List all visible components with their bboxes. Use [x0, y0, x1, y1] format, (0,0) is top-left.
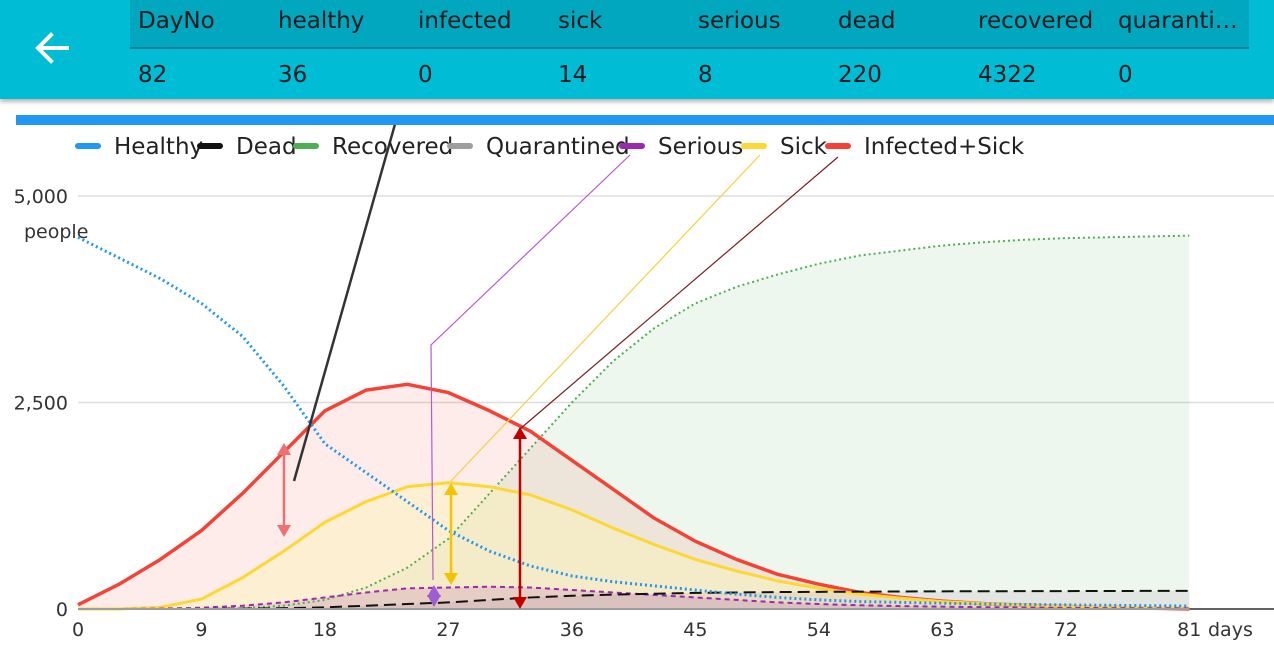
- series-area-infected-sick: [78, 384, 1190, 609]
- y-tick-label: 5,000: [14, 186, 68, 208]
- value-cell-quarantined: 0: [1118, 62, 1133, 88]
- x-tick-label: 18: [313, 619, 337, 641]
- x-tick-label: 9: [195, 619, 207, 641]
- header-cell-dead: dead: [838, 8, 896, 34]
- back-button[interactable]: [26, 22, 78, 74]
- epidemic-chart[interactable]: 0 2,500 5,000 0 9 18 27 36 45 54 63 72 81 days people H…: [0, 125, 1274, 650]
- value-cell-serious: 8: [698, 62, 713, 88]
- value-cell-recovered: 4322: [978, 62, 1037, 88]
- series-area-recovered: [78, 235, 1190, 609]
- arrow-annotation-infected-sick: [513, 427, 527, 609]
- header-cell-sick: sick: [558, 8, 603, 34]
- arrow-annotation-infected: [277, 443, 291, 537]
- arrow-left-icon: [35, 32, 69, 64]
- y-axis-label: people: [24, 221, 88, 243]
- series-area-dead: [78, 590, 1190, 609]
- value-cell-sick: 14: [558, 62, 588, 88]
- header-cell-serious: serious: [698, 8, 781, 34]
- x-tick-label: 54: [807, 619, 831, 641]
- leader-line-sick: [450, 154, 761, 482]
- y-tick-label: 2,500: [14, 393, 68, 415]
- header-cell-healthy: healthy: [278, 8, 365, 34]
- value-cell-healthy: 36: [278, 62, 308, 88]
- legend-label-serious: Serious: [658, 134, 743, 160]
- series-line-healthy[interactable]: [77, 235, 1190, 608]
- header-cell-dayno: DayNo: [138, 8, 215, 34]
- arrow-annotation-serious: [427, 585, 441, 607]
- y-tick-label: 0: [56, 599, 68, 621]
- legend-label-dead: Dead: [236, 134, 297, 160]
- progress-strip: [16, 115, 1274, 125]
- x-tick-label: 72: [1054, 619, 1078, 641]
- leader-line-serious: [430, 154, 631, 581]
- x-tick-label: 27: [436, 619, 460, 641]
- legend-label-healthy: Healthy: [114, 134, 203, 160]
- value-cell-dayno: 82: [138, 62, 168, 88]
- arrow-annotation-sick: [444, 483, 458, 585]
- x-tick-label: 63: [930, 619, 954, 641]
- x-tick-label: 45: [683, 619, 707, 641]
- value-cell-dead: 220: [838, 62, 882, 88]
- app-bar: DayNo healthy infected sick serious dead…: [0, 0, 1274, 99]
- header-cell-quarantined: quaranti…: [1118, 8, 1238, 34]
- legend-label-quarantined: Quarantined: [486, 134, 630, 160]
- x-axis-label: days: [1208, 619, 1253, 641]
- series-line-serious[interactable]: [78, 585, 1190, 610]
- leader-line-infected: [292, 125, 397, 482]
- legend-label-infected-sick: Infected+Sick: [864, 134, 1025, 160]
- legend-label-sick: Sick: [780, 134, 828, 160]
- stats-table-header: DayNo healthy infected sick serious dead…: [130, 0, 1249, 49]
- stats-table: DayNo healthy infected sick serious dead…: [130, 0, 1249, 99]
- header-cell-infected: infected: [418, 8, 512, 34]
- series-line-recovered[interactable]: [78, 234, 1190, 610]
- leader-line-infected-sick: [519, 156, 839, 430]
- series-area-sick: [78, 482, 1190, 609]
- legend-label-recovered: Recovered: [332, 134, 453, 160]
- header-cell-recovered: recovered: [978, 8, 1094, 34]
- x-tick-label: 36: [560, 619, 584, 641]
- x-tick-label: 81: [1177, 619, 1201, 641]
- value-cell-infected: 0: [418, 62, 433, 88]
- series-area-serious: [78, 586, 1190, 609]
- series-line-sick[interactable]: [78, 481, 1190, 611]
- x-tick-label: 0: [72, 619, 84, 641]
